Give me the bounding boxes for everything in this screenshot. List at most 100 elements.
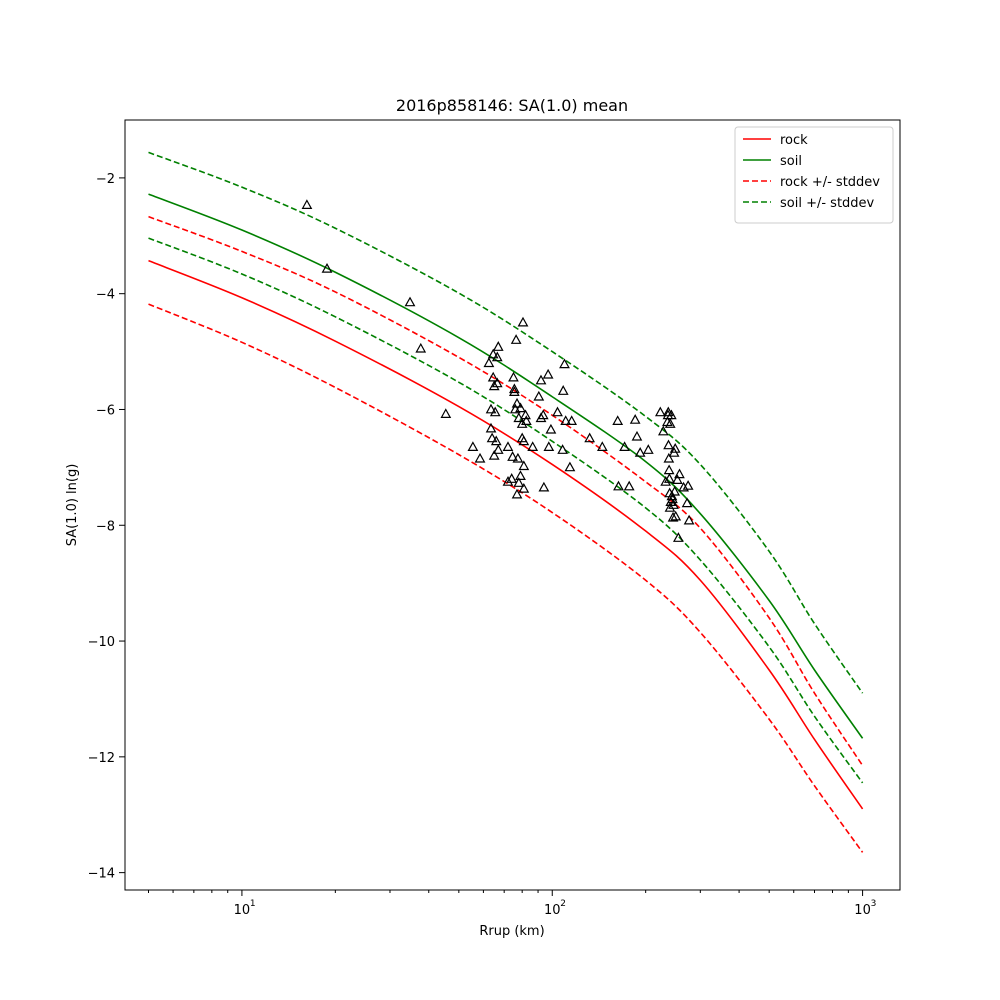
legend: rock soil rock +/- stddev soil +/- stddev bbox=[734, 126, 894, 224]
observation-point bbox=[663, 452, 675, 463]
observation-point bbox=[537, 409, 549, 420]
legend-box bbox=[734, 126, 894, 224]
observation-point bbox=[489, 406, 501, 417]
observation-point bbox=[511, 488, 523, 499]
y-tick-label: −12 bbox=[88, 751, 115, 766]
observation-point bbox=[557, 385, 569, 395]
observation-point bbox=[515, 402, 526, 413]
observation-point bbox=[533, 390, 545, 401]
observation-point bbox=[629, 414, 641, 424]
observation-point bbox=[663, 473, 675, 483]
observation-point bbox=[491, 351, 503, 362]
observation-point bbox=[543, 441, 555, 451]
observation-point bbox=[321, 262, 333, 273]
observation-point bbox=[612, 415, 624, 425]
observation-points bbox=[301, 199, 695, 542]
observation-point bbox=[596, 441, 608, 451]
observation-point bbox=[485, 403, 497, 414]
observation-point bbox=[512, 452, 524, 463]
x-tick-exponent: 2 bbox=[560, 899, 566, 909]
plot-background bbox=[125, 120, 900, 890]
observation-point bbox=[487, 371, 499, 382]
y-tick-label: −8 bbox=[96, 519, 115, 534]
observation-point bbox=[672, 532, 684, 542]
observation-point bbox=[535, 374, 547, 385]
series-layer bbox=[148, 151, 864, 853]
observation-point bbox=[518, 482, 530, 493]
observation-point bbox=[515, 470, 526, 480]
x-tick-label: 10 bbox=[544, 903, 561, 918]
series-line-0 bbox=[148, 259, 864, 810]
observation-point bbox=[542, 368, 554, 379]
observation-point bbox=[502, 475, 514, 486]
y-tick-label: −2 bbox=[96, 172, 115, 187]
observation-point bbox=[619, 441, 630, 451]
observation-point bbox=[664, 418, 676, 428]
observation-point bbox=[681, 497, 693, 508]
observation-point bbox=[506, 473, 518, 483]
observation-point bbox=[560, 415, 572, 425]
observation-point bbox=[623, 480, 635, 491]
observation-point bbox=[487, 348, 499, 359]
series-line-4 bbox=[148, 151, 864, 694]
observation-point bbox=[517, 316, 529, 327]
observation-point bbox=[474, 452, 486, 463]
observation-point bbox=[538, 481, 550, 492]
x-axis: 10 1 10 2 10 3 bbox=[147, 890, 876, 918]
x-tick-label: 10 bbox=[854, 903, 871, 918]
observation-point bbox=[667, 511, 679, 522]
observation-point bbox=[671, 474, 683, 484]
y-axis-label: SA(1.0) ln(g) bbox=[65, 464, 80, 547]
observation-point bbox=[545, 423, 557, 434]
observation-point bbox=[518, 435, 530, 446]
series-line-5 bbox=[148, 237, 864, 784]
observation-point bbox=[654, 406, 666, 417]
observation-point bbox=[670, 510, 682, 521]
observation-point bbox=[613, 480, 624, 491]
plot-frame bbox=[124, 119, 901, 891]
observation-point bbox=[660, 475, 672, 486]
observation-point bbox=[415, 342, 427, 353]
observation-point bbox=[663, 439, 674, 450]
observation-point bbox=[492, 444, 504, 454]
observation-point bbox=[683, 514, 695, 525]
observation-point bbox=[665, 409, 677, 420]
observation-point bbox=[488, 380, 500, 391]
x-tick-exponent: 1 bbox=[250, 899, 256, 909]
chart-title: 2016p858146: SA(1.0) mean bbox=[396, 96, 628, 115]
legend-label: soil +/- stddev bbox=[780, 196, 875, 211]
observation-point bbox=[301, 199, 313, 209]
observation-point bbox=[559, 358, 570, 369]
observation-point bbox=[669, 442, 681, 453]
observation-point bbox=[440, 408, 452, 418]
observation-point bbox=[511, 397, 523, 408]
observation-point bbox=[518, 460, 530, 471]
observation-point bbox=[669, 485, 681, 496]
observation-point bbox=[664, 502, 676, 512]
observation-point bbox=[566, 415, 578, 425]
observation-point bbox=[584, 432, 596, 443]
observation-point bbox=[486, 432, 498, 443]
observation-point bbox=[508, 386, 520, 396]
observation-point bbox=[678, 481, 690, 492]
observation-point bbox=[467, 441, 479, 451]
legend-label: soil bbox=[780, 154, 802, 169]
observation-point bbox=[674, 468, 685, 479]
legend-label: rock bbox=[780, 133, 808, 148]
observation-point bbox=[564, 461, 576, 472]
observation-point bbox=[508, 383, 520, 394]
observation-point bbox=[657, 425, 669, 436]
observation-point bbox=[502, 441, 514, 451]
series-line-2 bbox=[148, 215, 864, 766]
observation-point bbox=[520, 415, 532, 425]
observation-point bbox=[483, 357, 495, 368]
legend-label: rock +/- stddev bbox=[780, 175, 880, 190]
x-tick-label: 10 bbox=[234, 903, 251, 918]
observation-point bbox=[666, 490, 678, 501]
observation-point bbox=[510, 334, 522, 344]
y-axis: −2 −4 −6 −8 −10 −12 −14 bbox=[88, 172, 125, 882]
series-line-3 bbox=[148, 303, 864, 853]
observation-point bbox=[485, 422, 497, 433]
observation-point bbox=[507, 451, 518, 461]
y-tick-label: −14 bbox=[88, 867, 115, 882]
